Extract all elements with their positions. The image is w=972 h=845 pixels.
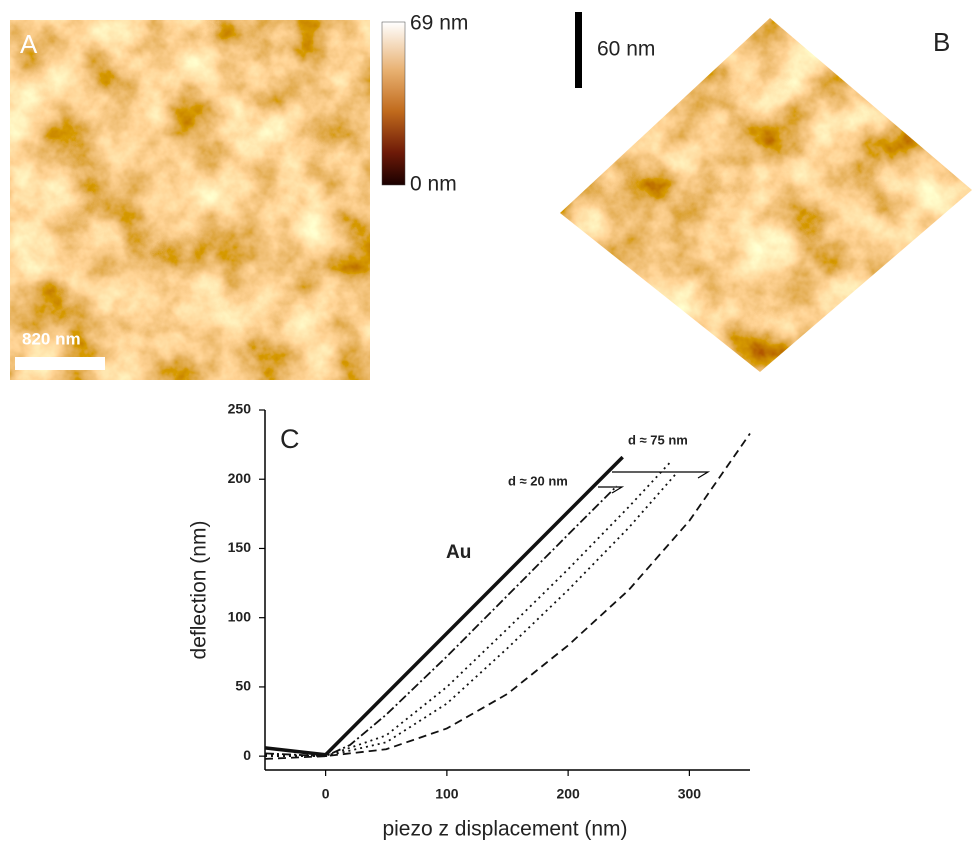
scale-bar	[575, 12, 582, 88]
annotation-bracket	[598, 486, 625, 494]
x-tick-label: 200	[556, 786, 580, 802]
panel-label: C	[280, 424, 300, 454]
colorbar-min: 0 nm	[410, 173, 457, 196]
y-tick-label: 100	[228, 608, 252, 624]
line-series	[265, 457, 623, 755]
y-tick-label: 250	[228, 401, 252, 417]
y-tick-label: 150	[228, 539, 252, 555]
afm-3d-image	[560, 18, 972, 372]
colorbar	[381, 21, 406, 186]
panel-label: A	[20, 29, 38, 59]
x-tick-label: 0	[322, 786, 330, 802]
line-series	[265, 472, 677, 756]
y-tick-label: 50	[235, 678, 251, 694]
y-axis-label: deflection (nm)	[188, 521, 211, 660]
y-tick-label: 200	[228, 470, 252, 486]
scale-bar-label: 820 nm	[22, 329, 81, 348]
panel-label: B	[933, 27, 950, 57]
scale-bar	[15, 357, 105, 370]
colorbar-max: 69 nm	[410, 12, 468, 35]
line-series	[265, 486, 617, 756]
x-axis-label: piezo z displacement (nm)	[382, 818, 627, 841]
line-series	[265, 434, 750, 759]
annotation: Au	[446, 542, 471, 563]
annotation-bracket	[612, 471, 711, 479]
afm-surface	[560, 18, 972, 372]
annotation: d ≈ 20 nm	[508, 473, 568, 488]
scale-bar-label: 60 nm	[597, 38, 655, 61]
x-tick-label: 100	[435, 786, 459, 802]
x-tick-label: 300	[678, 786, 702, 802]
annotation: d ≈ 75 nm	[628, 432, 688, 447]
afm-image	[10, 20, 370, 380]
line-series	[265, 461, 671, 756]
y-tick-label: 0	[243, 747, 251, 763]
